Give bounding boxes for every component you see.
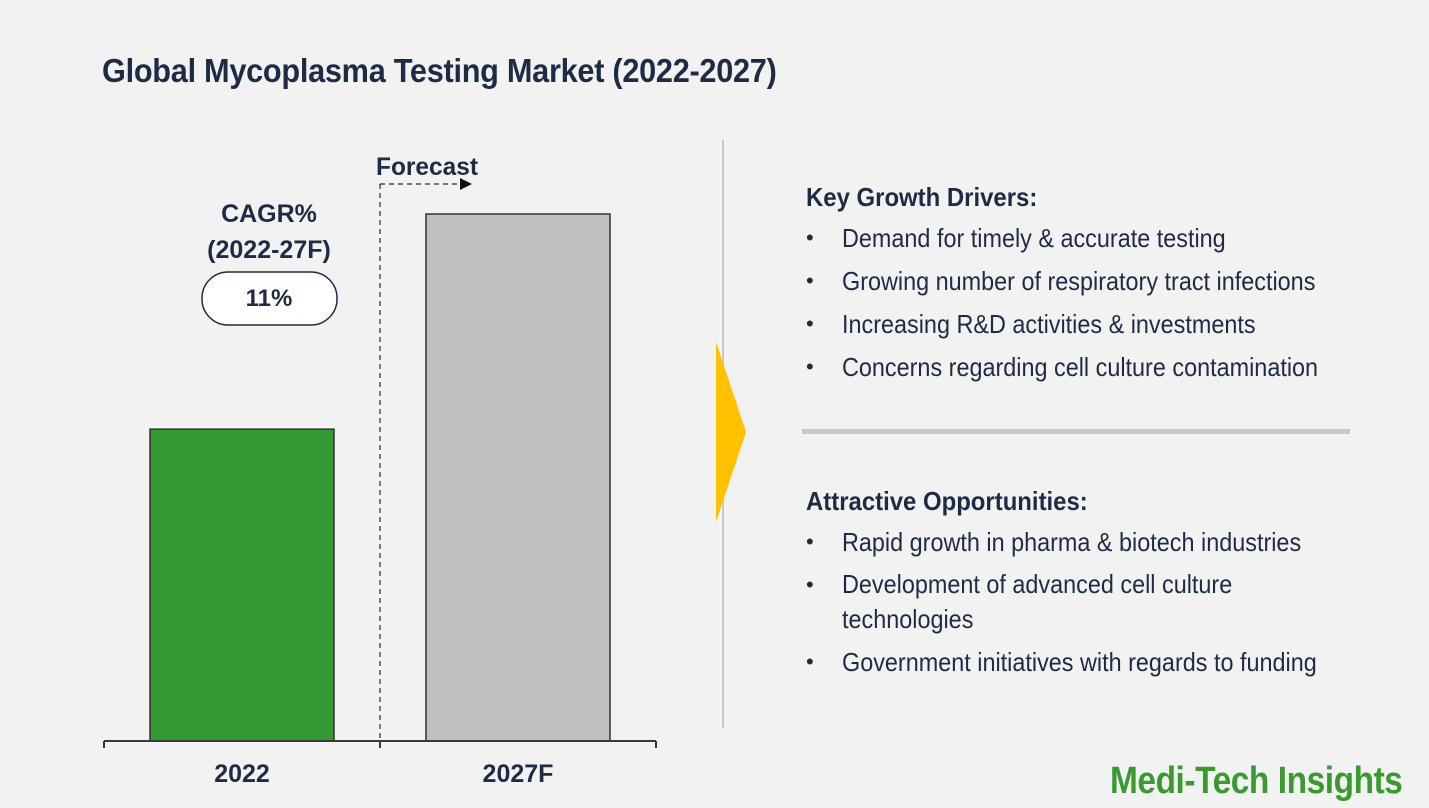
list-item: • Rapid growth in pharma & biotech indust… — [806, 524, 1370, 560]
bullet-icon: • — [806, 649, 814, 674]
cagr-label-line2: (2022-27F) — [207, 236, 331, 264]
drivers-heading: Key Growth Drivers: — [806, 182, 1038, 212]
list-item: • Concerns regarding cell culture contami… — [806, 349, 1371, 385]
opportunities-list: • Rapid growth in pharma & biotech indust… — [806, 524, 1370, 680]
x-tick-label-1: 2027F — [483, 760, 554, 788]
bullet-icon: • — [806, 311, 814, 336]
forecast-label: Forecast — [376, 153, 479, 181]
page-title: Global Mycoplasma Testing Market (2022-2… — [102, 52, 777, 89]
attractive-opportunities-panel: Attractive Opportunities: • Rapid growth … — [806, 486, 1370, 680]
bar-2027F — [425, 213, 611, 742]
bullet-icon: • — [806, 572, 814, 597]
list-item-continuation: technologies — [842, 604, 974, 634]
list-item: • Growing number of respiratory tract inf… — [806, 263, 1371, 299]
horizontal-divider — [802, 429, 1350, 434]
bullet-icon: • — [806, 268, 814, 293]
cagr-badge — [201, 271, 338, 326]
cagr-value: 11% — [246, 285, 293, 312]
list-item: • Government initiatives with regards to … — [806, 644, 1370, 680]
bar-chart: Forecast CAGR% (2022-27F) 11% 2022 2027F — [103, 153, 657, 788]
list-item: • Development of advanced cell culture tec… — [806, 567, 1370, 637]
cagr-label-line1: CAGR% — [221, 200, 317, 228]
bullet-icon: • — [806, 354, 814, 379]
forecast-arrowhead-icon — [460, 178, 472, 190]
opportunities-heading: Attractive Opportunities: — [806, 486, 1088, 516]
medi-tech-insights-logo: Medi-Tech Insights — [1110, 760, 1403, 802]
x-tick-label-0: 2022 — [214, 760, 270, 788]
bullet-icon: • — [806, 529, 814, 554]
bar-2022 — [149, 428, 335, 742]
list-item: • Demand for timely & accurate testing — [806, 220, 1371, 256]
key-growth-drivers-panel: Key Growth Drivers: • Demand for timely &… — [806, 182, 1371, 385]
list-item: • Increasing R&D activities & investments — [806, 306, 1371, 342]
chevron-right-icon — [716, 342, 746, 522]
drivers-list: • Demand for timely & accurate testing • G… — [806, 220, 1371, 385]
bullet-icon: • — [806, 225, 814, 250]
